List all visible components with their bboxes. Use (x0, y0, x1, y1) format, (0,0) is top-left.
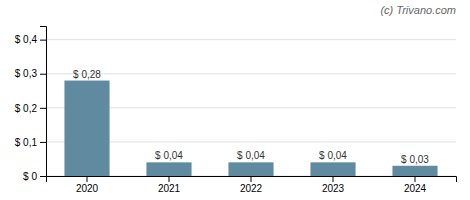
y-tick-label: $ 0 (23, 171, 37, 182)
x-tick-mark (169, 176, 170, 182)
y-tick-label: $ 0,3 (15, 68, 38, 79)
y-tick-label: $ 0,1 (15, 137, 38, 148)
x-tick-label: 2020 (76, 183, 99, 194)
data-label: $ 0,04 (319, 150, 347, 161)
x-tick: 2024 (404, 176, 427, 194)
data-label: $ 0,04 (237, 150, 265, 161)
y-axis-line (40, 27, 47, 177)
y-tick-label: $ 0,4 (15, 34, 38, 45)
bar (310, 162, 355, 176)
x-tick-mark (333, 176, 334, 182)
y-tick-mark (40, 108, 46, 109)
x-tick-mark (251, 176, 252, 182)
y-tick-mark (40, 40, 46, 41)
bar (64, 81, 109, 176)
x-tick-label: 2024 (404, 183, 427, 194)
x-tick-mark (87, 176, 88, 182)
x-tick-label: 2021 (158, 183, 181, 194)
y-tick-mark (40, 176, 46, 177)
data-label: $ 0,04 (155, 150, 183, 161)
chart: $ 0$ 0,1$ 0,2$ 0,3$ 0,420202021202220232… (0, 0, 470, 200)
data-label: $ 0,28 (73, 69, 101, 80)
y-tick: $ 0,3 (15, 68, 46, 79)
x-tick: 2022 (240, 176, 263, 194)
x-tick: 2020 (76, 176, 99, 194)
data-label: $ 0,03 (401, 154, 429, 165)
y-axis: $ 0 $ 0,1 $ 0,2 $ 0,3 $ 0,4 (15, 27, 47, 182)
bar (228, 162, 273, 176)
bar (146, 162, 191, 176)
y-tick: $ 0,1 (15, 137, 46, 148)
watermark: (c) Trivano.com (380, 4, 456, 16)
annotations: (c) Trivano.com (380, 4, 456, 16)
plot: $ 0$ 0,1$ 0,2$ 0,3$ 0,420202021202220232… (15, 27, 457, 195)
x-tick: 2023 (322, 176, 345, 194)
grid-line (46, 73, 456, 74)
data-labels: $ 0,28 $ 0,04 $ 0,04 $ 0,04 $ 0,03 (73, 69, 429, 165)
bars (64, 81, 437, 176)
x-tick-label: 2022 (240, 183, 263, 194)
y-tick: $ 0,4 (15, 34, 46, 45)
y-tick: $ 0,2 (15, 103, 46, 114)
bar (392, 166, 437, 176)
y-tick-mark (40, 74, 46, 75)
y-tick: $ 0 (23, 171, 46, 182)
x-tick-label: 2023 (322, 183, 345, 194)
x-axis-line (47, 177, 457, 183)
x-tick-mark (415, 176, 416, 182)
x-axis: 2020 2021 2022 2023 2024 (47, 176, 457, 194)
grid (46, 40, 456, 176)
x-tick: 2021 (158, 176, 181, 194)
y-tick-mark (40, 142, 46, 143)
y-tick-label: $ 0,2 (15, 103, 38, 114)
grid-line (46, 39, 456, 40)
